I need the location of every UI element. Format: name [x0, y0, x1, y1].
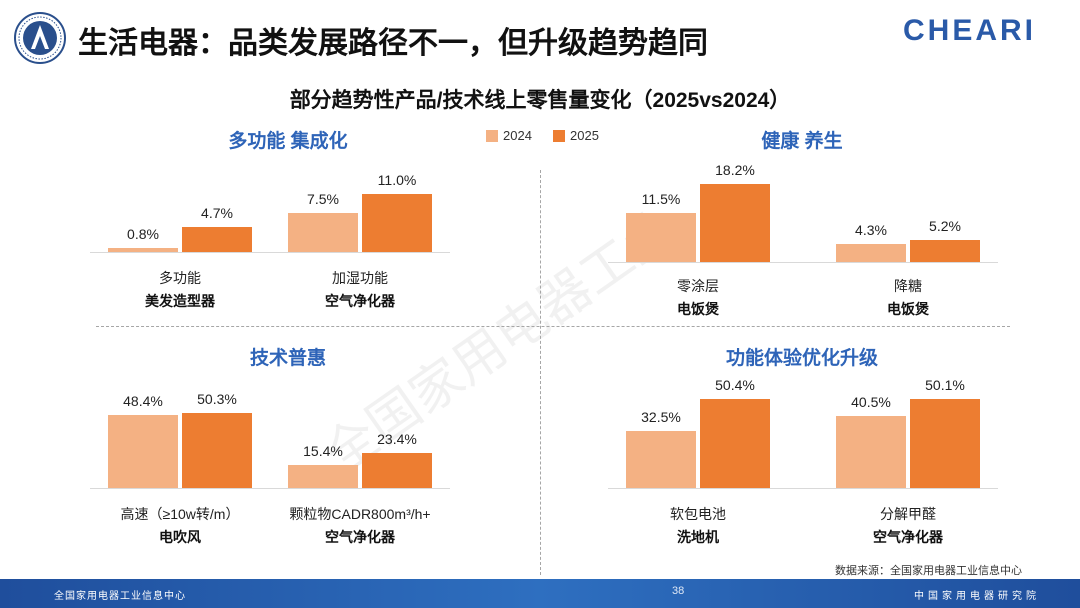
quadrant-title-health: 健康 养生 [761, 131, 843, 152]
bar-2024 [108, 247, 178, 252]
legend-2025-label: 2025 [570, 128, 599, 143]
bar-2024 [108, 415, 178, 488]
category-feature-label: 降糖 [894, 278, 922, 294]
bar-2024 [288, 212, 358, 252]
institute-emblem-icon [18, 16, 62, 60]
value-label-2025: 4.7% [201, 205, 233, 222]
value-label-2024: 11.5% [641, 190, 681, 207]
value-label-2025: 5.2% [929, 217, 961, 234]
value-label-2024: 7.5% [307, 190, 339, 207]
quadrant-title-integration: 多功能 集成化 [228, 131, 348, 152]
footer-right-text: 中国家用电器研究院 [914, 591, 1040, 602]
category-feature-label: 加湿功能 [332, 270, 388, 286]
value-label-2025: 50.4% [715, 376, 755, 393]
category-product-label: 空气净化器 [325, 529, 395, 545]
brand-logo: CHEARI [903, 14, 1037, 47]
legend-2024-label: 2024 [503, 128, 532, 143]
category-product-label: 电饭煲 [887, 301, 929, 317]
value-label-2025: 18.2% [715, 161, 755, 178]
bar-2024 [288, 464, 358, 488]
category-feature-label: 零涂层 [677, 278, 719, 294]
institute-logo [14, 12, 66, 64]
footer-bar-right [540, 579, 1080, 608]
chart-title: 部分趋势性产品/技术线上零售量变化（2025vs2024） [289, 89, 791, 112]
category-product-label: 空气净化器 [325, 293, 395, 309]
value-label-2025: 50.3% [197, 390, 237, 407]
footer-bar-left [0, 579, 540, 608]
chart-baseline [608, 262, 998, 263]
page-number: 38 [672, 585, 685, 597]
value-label-2025: 23.4% [377, 430, 417, 447]
bar-2024 [626, 212, 696, 262]
data-source: 数据来源：全国家用电器工业信息中心 [835, 565, 1022, 577]
bar-2025 [362, 452, 432, 488]
legend-2024-swatch [486, 130, 498, 142]
value-label-2024: 48.4% [123, 393, 163, 410]
quadrant-title-experience: 功能体验优化升级 [725, 348, 878, 369]
value-label-2025: 11.0% [377, 172, 417, 189]
legend-2025-swatch [553, 130, 565, 142]
quadrant-title-tech: 技术普惠 [249, 348, 326, 369]
category-feature-label: 分解甲醛 [880, 506, 936, 522]
value-label-2024: 0.8% [127, 225, 159, 242]
chart-baseline [90, 488, 450, 489]
value-label-2025: 50.1% [925, 377, 965, 394]
bar-2025 [182, 227, 252, 252]
chart-baseline [90, 252, 450, 253]
category-product-label: 美发造型器 [145, 293, 215, 309]
category-feature-label: 颗粒物CADR800m³/h+ [289, 506, 431, 522]
bar-2024 [836, 416, 906, 488]
value-label-2024: 40.5% [851, 394, 891, 411]
vertical-divider [540, 170, 541, 575]
bar-2025 [700, 183, 770, 262]
bar-2025 [700, 398, 770, 488]
category-feature-label: 多功能 [159, 270, 201, 286]
bar-2025 [362, 194, 432, 252]
category-product-label: 电吹风 [159, 529, 201, 545]
category-product-label: 电饭煲 [677, 301, 719, 317]
horizontal-divider [96, 326, 1010, 327]
slide-title: 生活电器：品类发展路径不一，但升级趋势趋同 [78, 27, 708, 60]
bar-2024 [836, 243, 906, 262]
category-product-label: 空气净化器 [873, 529, 943, 545]
footer-left-text: 全国家用电器工业信息中心 [54, 591, 186, 602]
value-label-2024: 15.4% [303, 442, 343, 459]
category-feature-label: 软包电池 [670, 506, 726, 522]
chart-baseline [608, 488, 998, 489]
bar-2025 [910, 399, 980, 488]
bar-2024 [626, 430, 696, 488]
bar-2025 [182, 412, 252, 488]
category-feature-label: 高速（≥10w转/m） [120, 506, 240, 522]
value-label-2024: 4.3% [855, 221, 887, 238]
bar-2025 [910, 239, 980, 262]
value-label-2024: 32.5% [641, 408, 681, 425]
category-product-label: 洗地机 [677, 529, 719, 545]
